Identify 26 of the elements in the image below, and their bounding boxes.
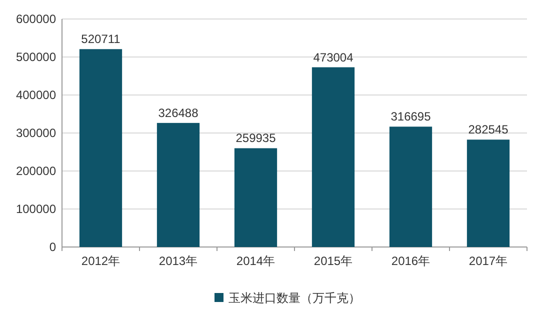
data-label: 259935	[236, 131, 276, 146]
bar	[312, 67, 355, 247]
x-tick-label: 2014年	[236, 254, 276, 268]
x-tick-label: 2013年	[158, 254, 198, 268]
x-tick-label: 2015年	[314, 254, 353, 268]
bar	[234, 148, 278, 247]
bar	[79, 49, 122, 247]
data-label: 520711	[81, 32, 121, 46]
y-tick-label: 300000	[16, 126, 56, 140]
legend-label: 玉米进口数量（万千克）	[228, 291, 360, 305]
bar	[389, 126, 432, 247]
x-tick-label: 2017年	[468, 254, 508, 268]
data-label: 473004	[313, 50, 354, 64]
data-label: 282545	[468, 122, 509, 137]
y-tick-label: 0	[49, 240, 56, 254]
data-label: 326488	[158, 106, 199, 120]
bar	[466, 140, 510, 247]
data-label: 316695	[390, 110, 432, 124]
x-tick-label: 2016年	[391, 254, 430, 268]
y-tick-label: 600000	[16, 12, 56, 26]
bar	[156, 122, 200, 247]
y-tick-label: 400000	[16, 88, 56, 102]
y-tick-label: 500000	[16, 50, 56, 64]
y-tick-label: 100000	[16, 202, 56, 216]
x-tick-label: 2012年	[81, 254, 120, 268]
y-tick-label: 200000	[16, 164, 56, 178]
